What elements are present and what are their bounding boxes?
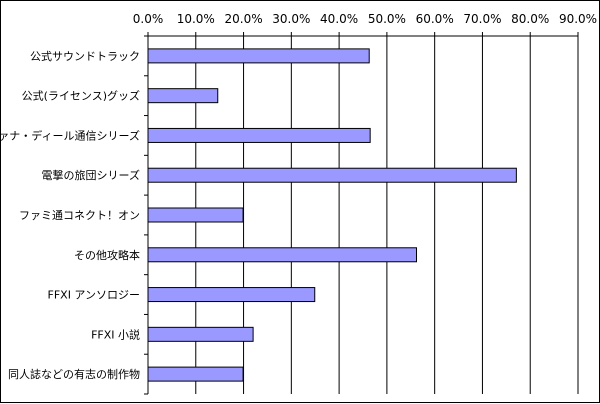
bar	[147, 247, 418, 263]
bar	[147, 88, 219, 104]
x-tick-label: 30.0%	[272, 12, 310, 26]
category-label: 同人誌などの有志の制作物	[8, 367, 140, 381]
category-label: FFXI アンソロジー	[48, 289, 141, 302]
category-labels: 公式サウンドトラック公式(ライセンス)グッズヴァナ・ディール通信シリーズ電撃の旅…	[1, 50, 140, 381]
category-label: FFXI 小説	[91, 327, 140, 341]
x-tick-label: 90.0%	[559, 12, 597, 26]
x-tick-label: 70.0%	[463, 12, 501, 26]
x-tick-label: 50.0%	[368, 12, 406, 26]
x-tick-label: 20.0%	[224, 12, 262, 26]
category-label: 公式(ライセンス)グッズ	[22, 89, 140, 103]
x-tick-label: 0.0%	[133, 12, 164, 26]
category-label: 公式サウンドトラック	[30, 50, 140, 63]
category-label: ファミ通コネクト！オン	[19, 209, 140, 222]
bar	[147, 127, 371, 143]
bars	[147, 48, 517, 382]
category-label: その他攻略本	[74, 248, 140, 262]
gridlines	[195, 36, 579, 394]
x-tick-label: 60.0%	[416, 12, 454, 26]
axes	[144, 32, 579, 395]
bar	[147, 207, 244, 223]
x-tick-label: 40.0%	[320, 12, 358, 26]
category-label: 電撃の旅団シリーズ	[42, 168, 140, 182]
x-tick-label: 10.0%	[177, 12, 215, 26]
category-label: ヴァナ・ディール通信シリーズ	[1, 128, 140, 142]
x-axis-tick-labels: 0.0% 10.0% 20.0% 30.0% 40.0% 50.0% 60.0% 70.0% 8…	[133, 12, 597, 26]
bar	[147, 326, 254, 342]
bar	[147, 287, 316, 303]
bar	[147, 366, 244, 382]
bar	[147, 48, 370, 64]
bar	[147, 167, 517, 183]
x-tick-label: 80.0%	[511, 12, 549, 26]
